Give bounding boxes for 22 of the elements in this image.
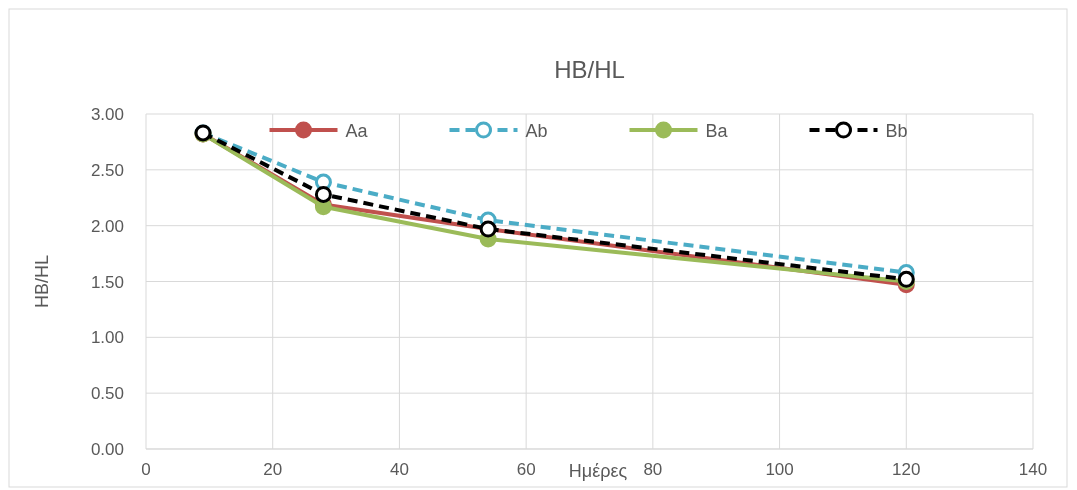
x-tick-label: 40: [389, 460, 409, 479]
legend-label: Ba: [705, 121, 729, 141]
y-axis-title: HB/HL: [32, 254, 52, 309]
x-tick-label: 80: [643, 460, 663, 479]
x-tick-label: 0: [141, 460, 151, 479]
x-tick-label: 20: [263, 460, 283, 479]
x-tick-label: 140: [1018, 460, 1048, 479]
y-tick-label: 0.50: [90, 384, 124, 404]
x-tick-label: 100: [765, 460, 794, 479]
x-axis-title: Ημέρες: [568, 461, 628, 481]
x-tick-label: 60: [516, 460, 536, 479]
chart-title: HB/HL: [554, 56, 625, 83]
legend-label: Ab: [525, 121, 548, 141]
y-tick-label: 2.00: [90, 216, 124, 236]
y-tick-label: 1.00: [90, 328, 124, 348]
x-tick-label: 120: [892, 460, 921, 479]
y-tick-label: 2.50: [90, 160, 124, 180]
y-tick-label: 3.00: [90, 105, 124, 124]
legend-label: Bb: [885, 121, 908, 141]
y-tick-label: 0.00: [90, 440, 124, 459]
legend-label: Aa: [345, 121, 369, 141]
y-tick-label: 1.50: [90, 272, 124, 292]
